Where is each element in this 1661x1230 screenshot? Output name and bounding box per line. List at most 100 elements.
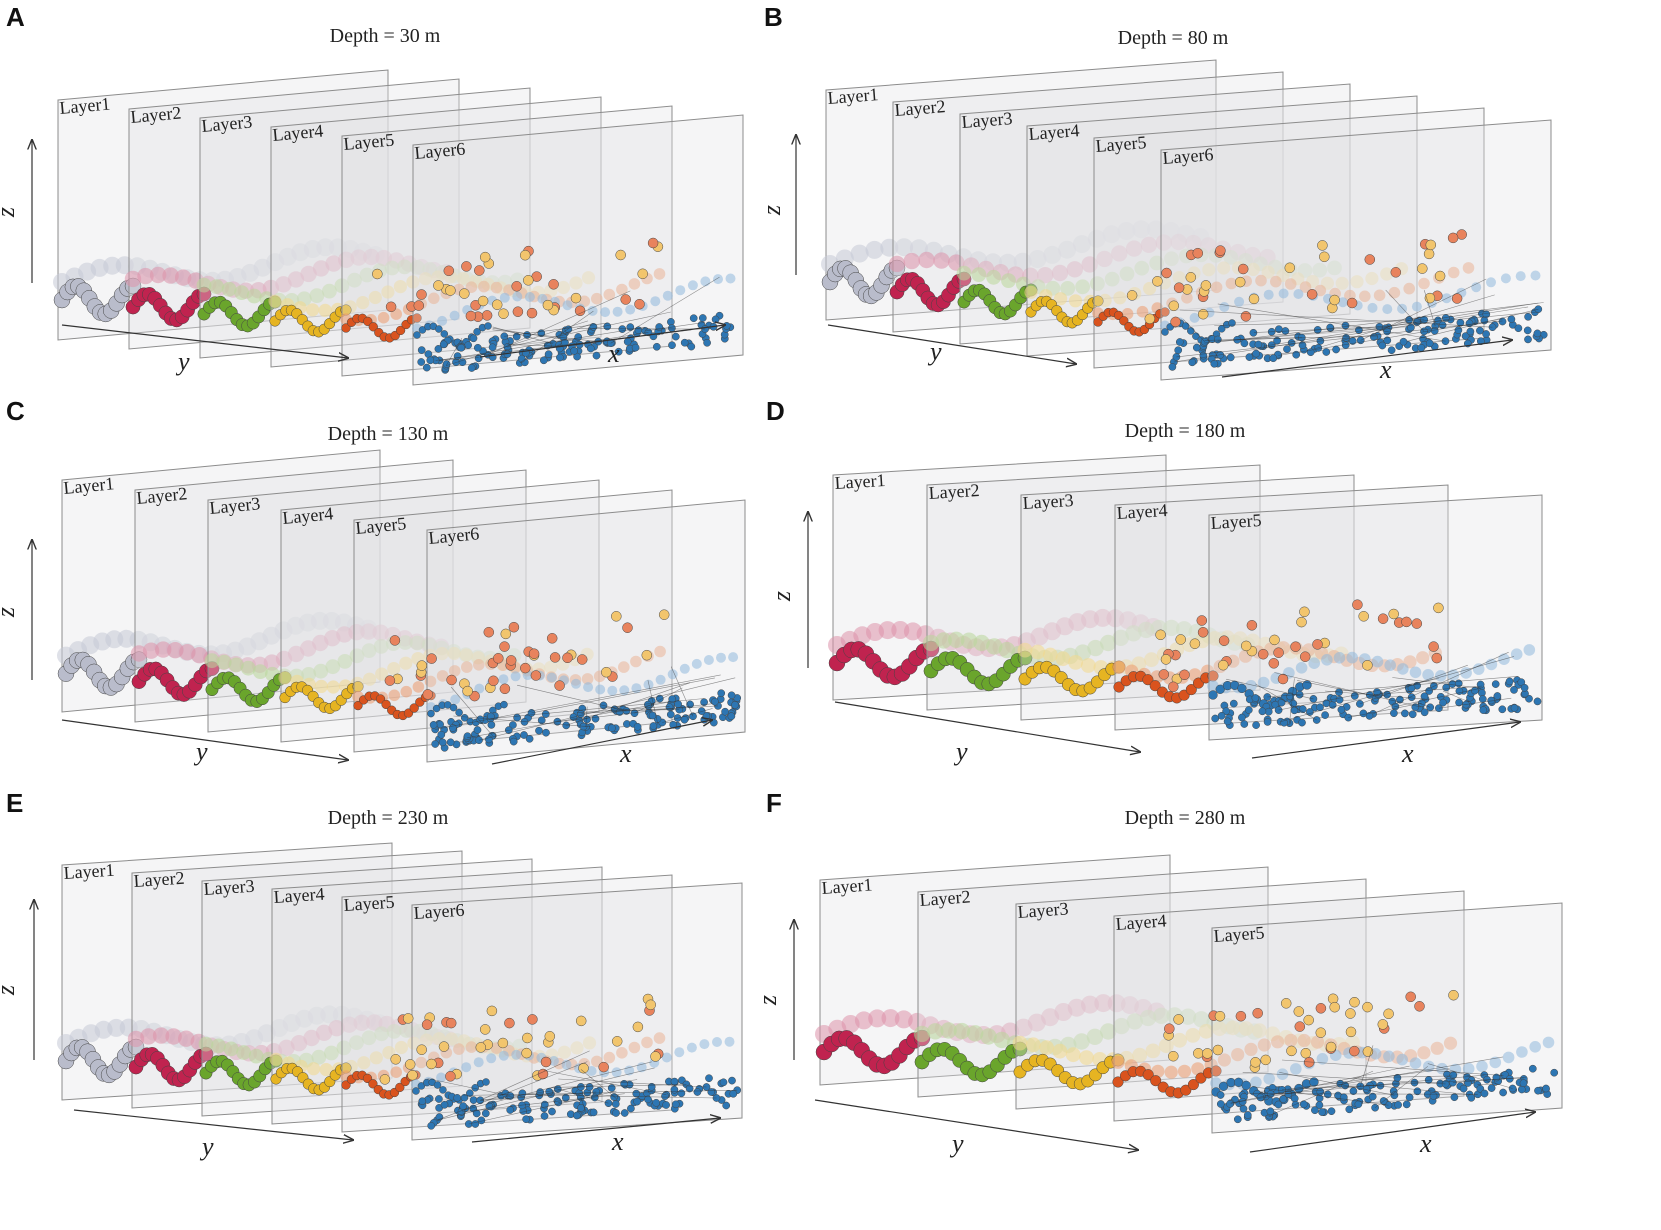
trail-marker	[986, 638, 1003, 655]
trail-marker	[616, 283, 628, 296]
trail-marker	[661, 1052, 672, 1063]
trail-marker	[1310, 1035, 1325, 1049]
network-node	[475, 736, 483, 745]
network-node	[1493, 692, 1502, 700]
trail-marker	[971, 267, 987, 282]
network-node	[1312, 639, 1323, 650]
network-node	[1240, 339, 1249, 348]
layer-label: Layer1	[59, 93, 112, 118]
trail-marker	[1516, 1046, 1528, 1058]
network-node	[1480, 1089, 1489, 1098]
trail-marker	[654, 645, 666, 658]
network-node	[711, 315, 720, 324]
network-node	[1192, 247, 1204, 259]
network-node	[1229, 699, 1238, 708]
network-node	[1423, 248, 1435, 260]
network-node	[1455, 687, 1464, 695]
trail-marker	[865, 240, 884, 259]
trail-marker	[410, 635, 425, 651]
network-node	[1273, 647, 1284, 658]
trail-marker	[478, 280, 490, 293]
network-node	[463, 732, 472, 741]
trail-marker	[612, 306, 623, 317]
network-node	[620, 1109, 629, 1117]
network-node	[1222, 707, 1230, 716]
network-node	[1345, 1026, 1357, 1038]
trail-marker	[300, 265, 317, 283]
trail-marker	[546, 672, 557, 683]
trail-marker	[1080, 658, 1096, 673]
network-edge	[446, 320, 589, 366]
network-node	[526, 307, 538, 319]
network-node	[668, 341, 676, 350]
trail-marker	[1087, 639, 1104, 657]
network-node	[1196, 615, 1208, 626]
trail-marker	[655, 674, 666, 685]
network-node	[520, 662, 531, 674]
network-node	[1325, 1041, 1337, 1053]
trail-marker	[511, 1049, 522, 1060]
network-edge	[1278, 318, 1503, 356]
network-node	[523, 275, 534, 286]
network-node	[1240, 640, 1252, 652]
network-node	[416, 1044, 427, 1055]
panel-letter: A	[6, 2, 25, 32]
trail-marker	[1321, 654, 1333, 666]
network-node	[707, 1088, 716, 1096]
trail-marker	[315, 1024, 333, 1042]
layer-marker	[409, 703, 419, 713]
y-axis-arrow	[827, 324, 1076, 364]
trail-marker	[127, 1030, 145, 1048]
network-node	[598, 1061, 609, 1073]
layer-marker	[500, 700, 508, 709]
network-node	[1248, 293, 1260, 305]
trail-marker	[437, 315, 448, 326]
trail-marker	[630, 655, 642, 668]
trail-marker	[1337, 297, 1348, 308]
trail-marker	[581, 673, 594, 685]
network-node	[1161, 267, 1172, 279]
layer-marker	[1181, 322, 1190, 330]
trail-marker	[363, 248, 380, 266]
trail-marker	[314, 679, 328, 694]
network-node	[611, 611, 622, 622]
layer-marker	[1112, 1076, 1124, 1088]
trail-marker	[993, 1031, 1010, 1049]
network-edge	[1183, 319, 1205, 342]
network-node	[632, 1021, 644, 1033]
network-node	[1337, 705, 1346, 714]
network-edge	[487, 290, 631, 355]
trail-marker	[162, 267, 179, 284]
trail-marker	[397, 635, 413, 650]
network-node	[1524, 312, 1532, 321]
network-node	[1277, 673, 1289, 685]
network-node	[504, 1017, 515, 1029]
trail-marker	[1164, 1065, 1178, 1079]
network-node	[1354, 1100, 1363, 1109]
network-edge	[1392, 677, 1482, 689]
layer-marker	[449, 703, 458, 712]
trail-marker	[1515, 271, 1526, 282]
trail-marker	[1223, 250, 1239, 265]
network-node	[1269, 354, 1278, 363]
trail-marker	[1068, 294, 1083, 308]
trail-marker	[591, 292, 603, 305]
z-axis-label: z	[0, 207, 20, 218]
network-edge	[1217, 337, 1302, 341]
trail-marker	[1409, 1057, 1422, 1069]
layer-label: Layer3	[1017, 898, 1069, 922]
trail-marker	[1295, 662, 1308, 674]
trail-marker	[248, 1048, 264, 1064]
network-node	[477, 295, 489, 307]
y-axis-arrow	[814, 1099, 1138, 1150]
trail-marker	[1117, 222, 1136, 240]
network-node	[1277, 698, 1286, 707]
network-edge	[462, 1089, 738, 1096]
network-node	[540, 1112, 549, 1120]
trail-marker	[415, 1056, 428, 1069]
network-node	[372, 268, 383, 280]
layer-label: Layer4	[1028, 120, 1080, 144]
network-node	[1238, 713, 1246, 722]
trail-marker	[628, 1041, 641, 1054]
trail-marker	[625, 304, 636, 315]
